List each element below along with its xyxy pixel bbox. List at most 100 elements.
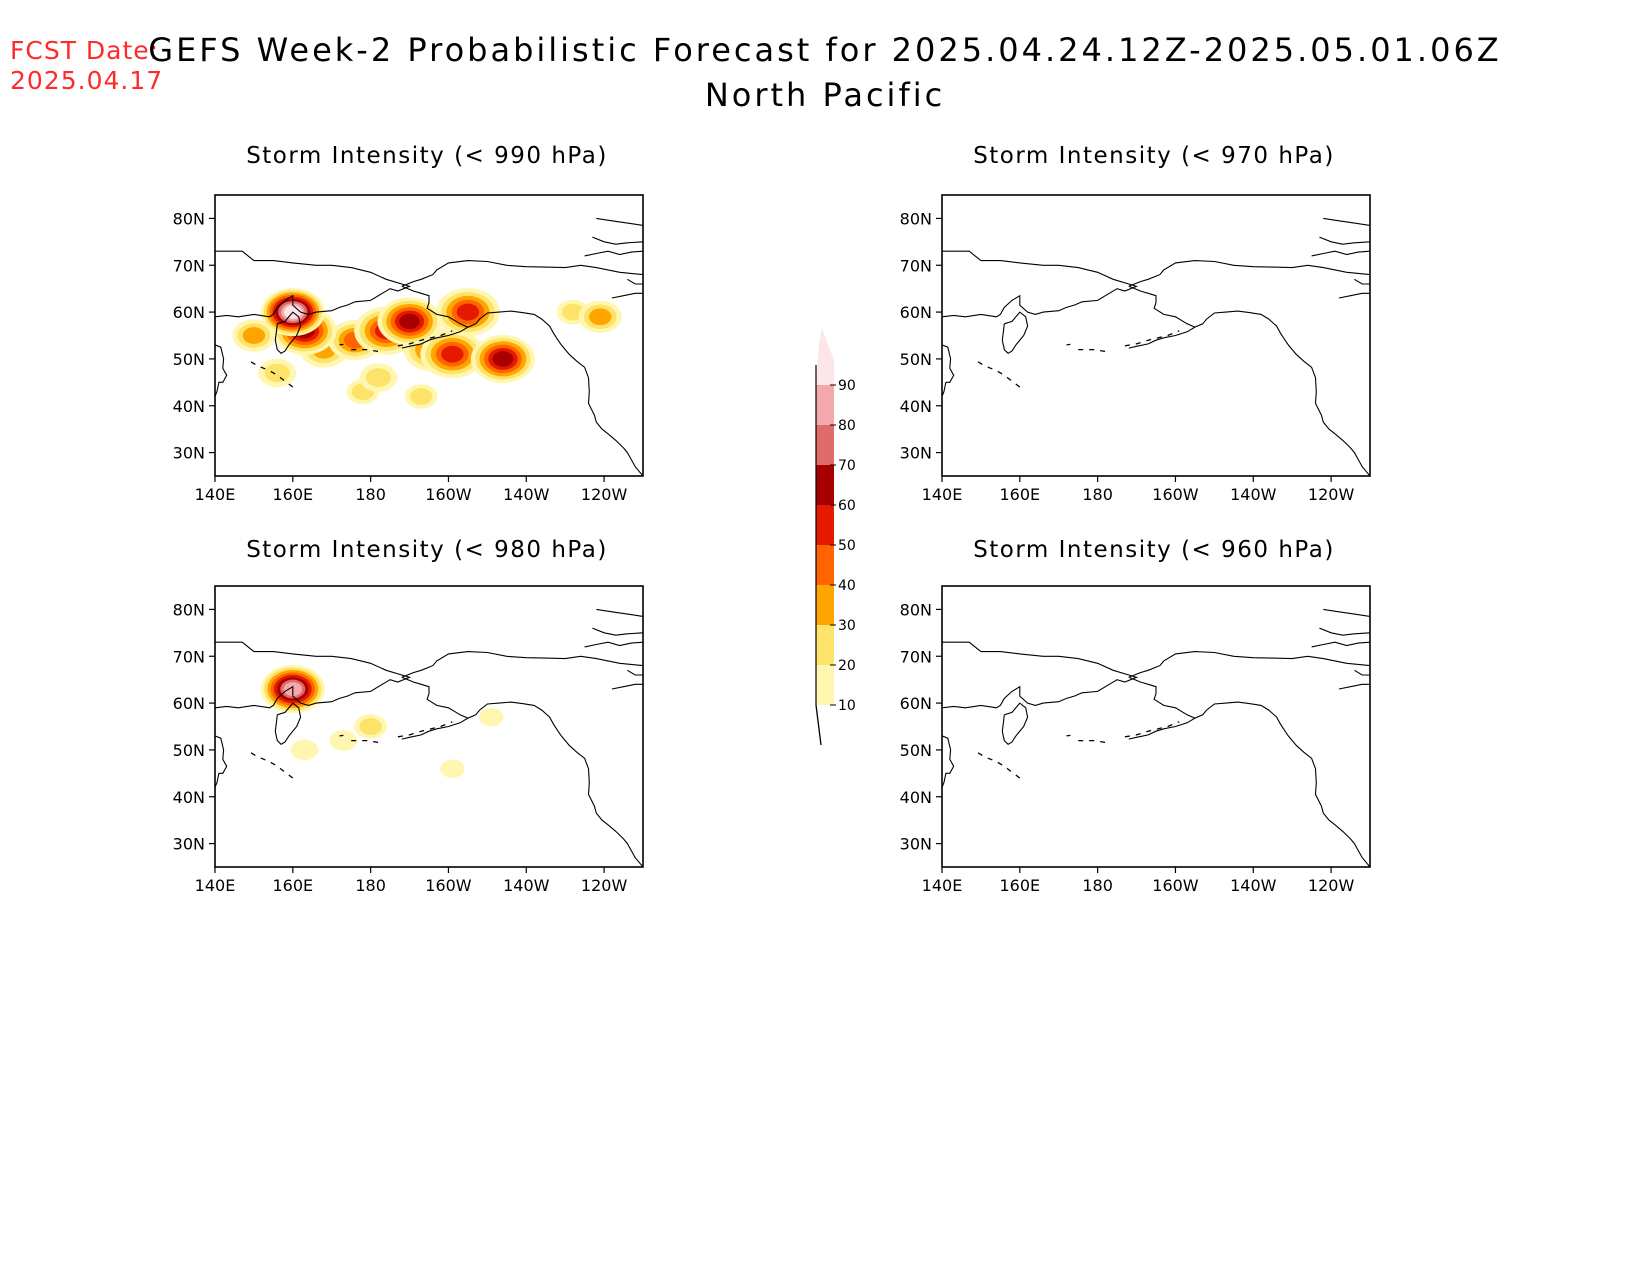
lon-tick-label: 120W	[1308, 485, 1355, 504]
coastline	[215, 344, 228, 397]
island-chain	[1066, 734, 1071, 737]
probability-contour	[440, 759, 465, 778]
lat-tick-label: 50N	[900, 350, 932, 369]
probability-contour	[329, 730, 358, 751]
lat-tick-label: 50N	[173, 350, 205, 369]
coastline	[1323, 217, 1370, 226]
lat-tick-label: 60N	[900, 303, 932, 322]
panel-title-960: Storm Intensity (< 960 hPa)	[973, 537, 1335, 563]
coastline	[942, 641, 1139, 709]
colorbar-segment	[816, 385, 834, 425]
colorbar-segment	[816, 585, 834, 625]
coastline	[1128, 651, 1370, 678]
colorbar-top-tip	[816, 327, 834, 385]
coastline	[627, 669, 643, 676]
colorbar-segment	[816, 425, 834, 465]
lon-tick-label: 140E	[922, 876, 963, 895]
coastline	[1319, 236, 1370, 245]
colorbar-label: 30	[838, 618, 856, 634]
lon-tick-label: 180	[1082, 876, 1113, 895]
coastline	[401, 676, 643, 867]
region-subtitle: North Pacific	[704, 76, 946, 114]
island-chain	[339, 343, 344, 346]
coastline	[1128, 260, 1370, 287]
island-chain	[245, 749, 294, 779]
panel-title-990: Storm Intensity (< 990 hPa)	[246, 143, 608, 169]
probability-contour	[410, 387, 433, 405]
lon-tick-label: 160W	[1152, 485, 1199, 504]
lon-tick-label: 140E	[195, 485, 236, 504]
coastline	[274, 311, 302, 354]
lon-tick-label: 140W	[1230, 876, 1277, 895]
colorbar-segment	[816, 665, 834, 705]
plot-frame	[941, 585, 1371, 868]
fcst-date-value: 2025.04.17	[10, 66, 164, 95]
island-chain	[1066, 343, 1071, 346]
lat-tick-label: 80N	[900, 209, 932, 228]
island-chain	[972, 749, 1021, 779]
colorbar-segment	[816, 625, 834, 665]
panel-title-980: Storm Intensity (< 980 hPa)	[246, 537, 608, 563]
coastline	[611, 683, 643, 690]
coastline	[1354, 278, 1370, 285]
coastline	[215, 735, 228, 788]
colorbar-segment	[816, 465, 834, 505]
coastline	[274, 702, 302, 745]
lon-tick-label: 160E	[272, 876, 313, 895]
lat-tick-label: 30N	[900, 444, 932, 463]
probability-colorbar: 10 20 30 40 50 60 70 80 90	[815, 327, 856, 746]
lon-tick-label: 140W	[1230, 485, 1277, 504]
lon-tick-label: 120W	[581, 485, 628, 504]
island-chain	[1078, 739, 1106, 744]
forecast-date-block: FCST Date: 2025.04.17	[10, 36, 163, 96]
colorbar-label: 20	[838, 658, 856, 674]
coastline	[401, 260, 643, 287]
colorbar-segment	[816, 545, 834, 585]
lon-tick-label: 120W	[581, 876, 628, 895]
coastline	[1354, 669, 1370, 676]
coastline	[1319, 627, 1370, 636]
page-title: GEFS Week-2 Probabilistic Forecast for 2…	[148, 31, 1502, 69]
probability-contour	[441, 345, 464, 363]
colorbar-bottom-tail	[815, 704, 822, 746]
lon-tick-label: 140E	[195, 876, 236, 895]
lat-tick-label: 60N	[173, 303, 205, 322]
coastline	[401, 717, 469, 740]
lat-tick-label: 50N	[173, 741, 205, 760]
lon-tick-label: 140E	[922, 485, 963, 504]
lat-tick-label: 30N	[173, 835, 205, 854]
coastline	[1128, 285, 1370, 476]
coastlines	[942, 608, 1370, 867]
coastline	[592, 627, 643, 636]
lat-tick-label: 70N	[900, 647, 932, 666]
coastline	[1001, 311, 1029, 354]
island-chain	[1078, 348, 1106, 353]
panel-title-970: Storm Intensity (< 970 hPa)	[973, 143, 1335, 169]
probability-contour	[492, 351, 514, 367]
colorbar-segment	[816, 505, 834, 545]
coastline	[1128, 676, 1370, 867]
lon-tick-label: 140W	[503, 876, 550, 895]
lon-tick-label: 120W	[1308, 876, 1355, 895]
map-panel-980hpa: 140E 160E 180 160W 140W 120W 80N 70N 60N 50N 40N 30…	[173, 585, 644, 895]
plot-frame	[214, 585, 644, 868]
lon-tick-label: 160W	[425, 876, 472, 895]
island-chain	[351, 348, 379, 353]
fcst-date-label: FCST Date:	[10, 36, 160, 65]
coastline	[401, 651, 643, 678]
coastline	[1323, 608, 1370, 617]
lon-tick-label: 160E	[999, 876, 1040, 895]
coastline	[1128, 326, 1196, 349]
lat-tick-label: 80N	[173, 600, 205, 619]
probability-contour	[479, 707, 504, 727]
island-chain	[397, 330, 453, 347]
coastline	[1338, 683, 1370, 690]
coastline	[1311, 641, 1370, 648]
colorbar-label: 90	[838, 378, 856, 394]
lon-tick-label: 140W	[503, 485, 550, 504]
probability-contour	[589, 308, 612, 326]
coastline	[611, 292, 643, 299]
lat-tick-label: 40N	[900, 788, 932, 807]
colorbar-label: 10	[838, 698, 856, 714]
island-chain	[1124, 721, 1180, 738]
